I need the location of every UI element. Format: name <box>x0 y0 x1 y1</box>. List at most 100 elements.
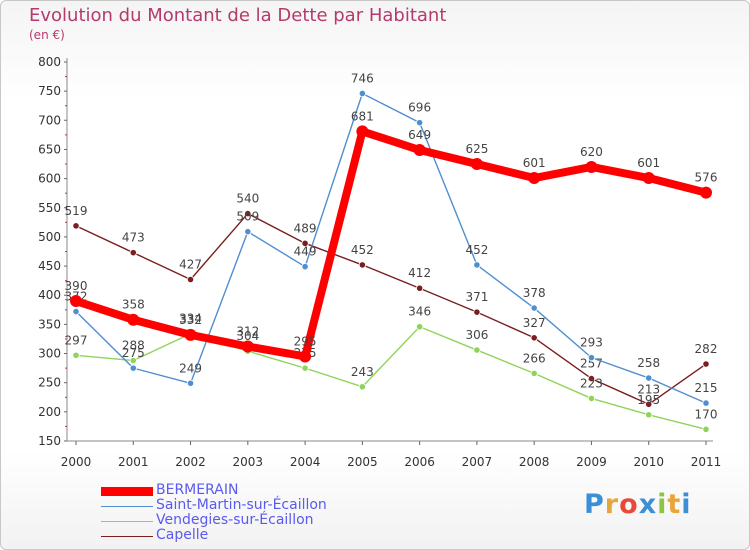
data-point-capelle <box>530 334 538 342</box>
data-point-bermerain <box>241 340 254 353</box>
data-point-capelle <box>416 284 424 292</box>
data-label-vendegies-sur-ecaillon: 334 <box>179 312 202 326</box>
data-label-capelle: 473 <box>122 231 145 245</box>
data-label-saint-martin-sur-ecaillon: 249 <box>179 361 202 375</box>
legend-label: BERMERAIN <box>156 482 239 498</box>
data-point-capelle <box>702 360 710 368</box>
data-label-bermerain: 625 <box>465 142 488 156</box>
data-label-bermerain: 312 <box>236 325 259 339</box>
chart-subtitle: (en €) <box>29 28 65 42</box>
data-point-vendegies-sur-ecaillon <box>72 351 80 359</box>
data-label-vendegies-sur-ecaillon: 243 <box>351 365 374 379</box>
y-tick-label: 400 <box>38 288 61 302</box>
x-tick-label: 2001 <box>118 455 149 469</box>
data-label-bermerain: 649 <box>408 128 431 142</box>
x-tick-label: 2010 <box>633 455 664 469</box>
data-label-bermerain: 390 <box>65 279 88 293</box>
data-label-vendegies-sur-ecaillon: 266 <box>523 351 546 365</box>
data-point-vendegies-sur-ecaillon <box>645 411 653 419</box>
data-point-vendegies-sur-ecaillon <box>530 369 538 377</box>
y-tick-label: 500 <box>38 230 61 244</box>
data-label-capelle: 427 <box>179 257 202 271</box>
legend-label: Saint-Martin-sur-Écaillon <box>156 497 327 513</box>
data-label-capelle: 519 <box>65 204 88 218</box>
logo-letter: i <box>657 489 668 520</box>
proxiti-logo: Proxiti <box>584 489 692 520</box>
data-point-saint-martin-sur-ecaillon <box>129 364 137 372</box>
y-tick-label: 200 <box>38 405 61 419</box>
data-point-bermerain <box>642 172 655 185</box>
series-line-saint-martin-sur-ecaillon <box>75 92 707 404</box>
data-label-vendegies-sur-ecaillon: 195 <box>637 393 660 407</box>
data-label-capelle: 371 <box>465 290 488 304</box>
data-point-saint-martin-sur-ecaillon <box>301 263 309 271</box>
data-point-capelle <box>129 249 137 257</box>
y-tick-label: 250 <box>38 376 61 390</box>
data-label-capelle: 452 <box>351 243 374 257</box>
data-point-saint-martin-sur-ecaillon <box>645 374 653 382</box>
series-line-vendegies-sur-ecaillon <box>75 326 707 431</box>
x-tick-label: 2011 <box>691 455 722 469</box>
x-tick-label: 2009 <box>576 455 607 469</box>
series-line-bermerain <box>72 127 710 361</box>
y-tick-label: 150 <box>38 434 61 448</box>
x-tick-label: 2007 <box>462 455 493 469</box>
data-point-bermerain <box>413 144 426 157</box>
y-tick-label: 600 <box>38 172 61 186</box>
data-label-saint-martin-sur-ecaillon: 293 <box>580 336 603 350</box>
data-point-vendegies-sur-ecaillon <box>416 323 424 331</box>
data-point-saint-martin-sur-ecaillon <box>530 304 538 312</box>
data-label-vendegies-sur-ecaillon: 170 <box>695 407 718 421</box>
data-point-vendegies-sur-ecaillon <box>473 346 481 354</box>
data-label-bermerain: 601 <box>523 156 546 170</box>
data-point-saint-martin-sur-ecaillon <box>587 354 596 362</box>
data-point-bermerain <box>585 160 598 173</box>
y-tick-label: 750 <box>38 84 61 98</box>
data-label-vendegies-sur-ecaillon: 288 <box>122 339 145 353</box>
data-label-bermerain: 601 <box>637 156 660 170</box>
logo-letter: t <box>667 489 682 520</box>
legend-label: Capelle <box>156 527 209 543</box>
data-label-capelle: 327 <box>523 316 546 330</box>
data-label-capelle: 213 <box>637 382 660 396</box>
data-label-bermerain: 332 <box>179 313 202 327</box>
x-tick-label: 2003 <box>233 455 264 469</box>
data-point-vendegies-sur-ecaillon <box>301 364 309 372</box>
legend-swatch <box>101 536 153 537</box>
legend-label: Vendegies-sur-Écaillon <box>156 512 314 528</box>
data-point-bermerain <box>299 350 312 363</box>
data-point-saint-martin-sur-ecaillon <box>358 89 366 98</box>
x-tick-label: 2008 <box>519 455 550 469</box>
data-point-capelle <box>72 222 80 230</box>
data-point-bermerain <box>700 186 712 199</box>
data-label-vendegies-sur-ecaillon: 297 <box>65 333 88 347</box>
y-tick-label: 450 <box>38 259 61 273</box>
data-label-capelle: 412 <box>408 266 431 280</box>
data-point-bermerain <box>528 172 541 185</box>
series-line-capelle <box>75 212 707 405</box>
data-label-vendegies-sur-ecaillon: 223 <box>580 376 603 390</box>
data-point-capelle <box>358 261 366 269</box>
data-label-saint-martin-sur-ecaillon: 746 <box>351 71 374 85</box>
logo-letter: P <box>584 489 605 520</box>
data-point-saint-martin-sur-ecaillon <box>473 261 481 269</box>
data-point-capelle <box>645 400 653 408</box>
data-point-bermerain <box>470 158 483 171</box>
data-label-bermerain: 681 <box>351 109 374 123</box>
data-point-saint-martin-sur-ecaillon <box>702 399 710 407</box>
logo-letter: o <box>619 489 639 520</box>
legend-swatch <box>101 521 153 522</box>
data-point-bermerain <box>184 328 197 341</box>
y-tick-label: 800 <box>38 55 61 69</box>
data-point-capelle <box>301 239 309 247</box>
data-point-capelle <box>587 375 596 383</box>
data-label-saint-martin-sur-ecaillon: 696 <box>408 101 431 115</box>
data-point-bermerain <box>70 295 82 308</box>
data-point-saint-martin-sur-ecaillon <box>244 228 252 236</box>
y-tick-label: 350 <box>38 317 61 331</box>
data-label-saint-martin-sur-ecaillon: 449 <box>294 245 317 259</box>
data-label-capelle: 282 <box>695 342 718 356</box>
logo-letter: r <box>604 489 620 520</box>
